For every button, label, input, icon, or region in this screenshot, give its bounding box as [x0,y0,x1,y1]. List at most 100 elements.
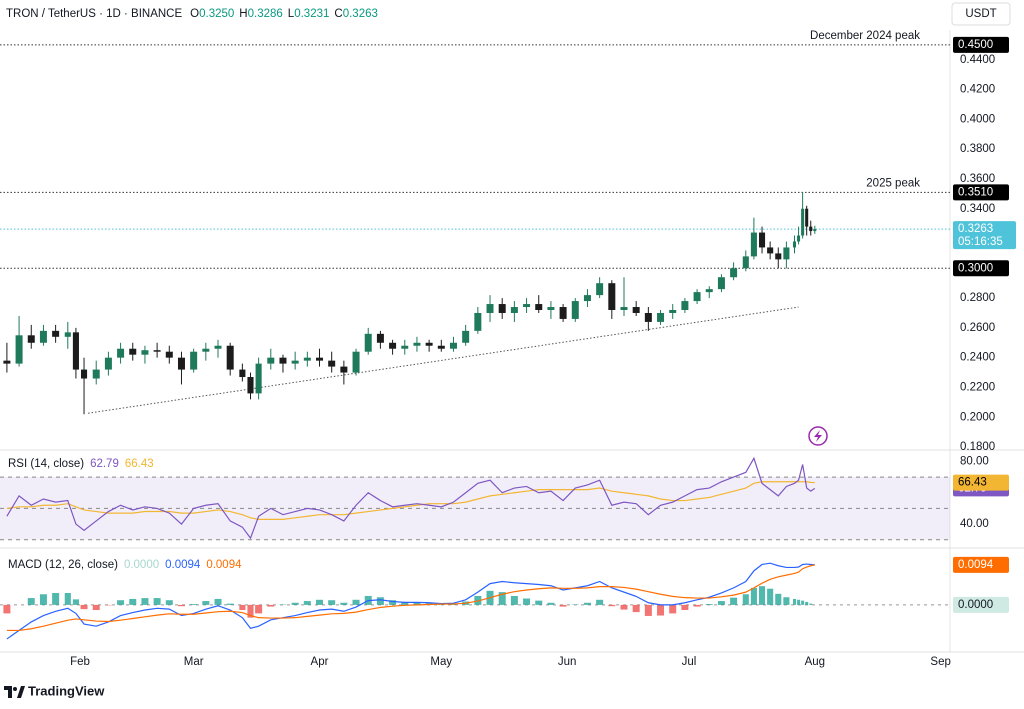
histogram-bar [389,600,397,605]
macd-badge-bg [953,556,1009,573]
candle-body [177,357,185,370]
histogram-bar [608,604,616,607]
candle-body [364,333,372,352]
histogram-bar [644,604,652,616]
candle-body [813,229,817,232]
candle-body [792,241,797,248]
y-tick-label: 0.3400 [960,203,995,215]
candle-body [775,253,782,260]
histogram-bar [792,598,797,605]
histogram-bar [64,592,71,605]
histogram-bar [247,604,254,618]
histogram-bar [767,588,774,605]
y-tick-label: 80.00 [960,455,989,467]
candle-body [437,345,445,349]
ohlc-name: H [239,8,247,20]
histogram-bar [190,604,198,605]
alert-circle[interactable] [808,426,828,446]
histogram-bar [535,600,543,605]
candle-body [401,345,409,349]
level-note: December 2024 peak [810,30,920,42]
histogram-bar [801,600,805,605]
y-tick-label: 0.3600 [960,173,995,185]
histogram-bar [758,586,766,605]
currency-label[interactable]: USDT [965,8,996,20]
candle-body [498,304,506,313]
x-tick-label: Jun [558,656,577,668]
candle-body [239,369,246,378]
rsi-badge-bg [953,474,1009,491]
histogram-bar [657,604,665,616]
logo-mark [17,686,25,698]
histogram-bar [27,598,35,605]
candle-body [583,295,591,302]
logo-mark [13,687,17,691]
candle-body [39,330,47,343]
macd-line [6,564,815,632]
candle-body [92,369,100,379]
histogram-bar [202,601,210,605]
histogram-bar [328,600,336,605]
candle-body [657,312,665,322]
histogram-bar [510,595,518,605]
y-tick-label: 0.1800 [960,441,995,453]
candle-body [413,342,421,346]
y-tick-label: 0.3800 [960,143,995,155]
candle-body [153,350,161,352]
y-tick-label: 0.4400 [960,54,995,66]
candle-body [15,335,23,364]
histogram-bar [498,592,506,605]
rsi-line [6,481,815,520]
candle-body [547,307,555,310]
last-price-badge: 0.3263 [958,223,993,235]
alert-icon[interactable] [808,426,828,446]
candle-body [644,312,652,322]
y-tick-label: 0.2400 [960,352,995,364]
ohlc-name: C [334,8,342,20]
candle-body [340,366,348,373]
histogram-bar [80,604,88,610]
histogram-bar [255,604,263,614]
histogram-bar [705,604,713,605]
histogram-bar [681,604,689,610]
y-tick-label: 40.00 [960,518,989,530]
histogram-bar [72,599,79,605]
candle-body [117,348,125,358]
candle-body [226,345,234,370]
rsi-legend: RSI (14, close) 62.79 66.43 [8,458,154,470]
candle-body [279,357,287,364]
histogram-bar [809,603,813,605]
histogram-bar [165,600,173,605]
level-badge-bg [953,260,1009,277]
candle-body [141,350,149,355]
candle-body [523,304,531,308]
candle-body [80,369,88,379]
candle-body [328,360,336,367]
x-tick-label: May [430,656,452,668]
candle-body [64,332,71,337]
level-badge-bg [953,184,1009,201]
legend-value: 0.0094 [206,559,242,571]
alert-bolt[interactable] [814,430,822,442]
candle-body [425,342,433,346]
histogram-bar [805,601,809,605]
candle-body [758,232,766,248]
ohlc-value: 0.3286 [248,8,283,20]
trendline [88,306,799,414]
candle-body [389,342,397,349]
candle-body [596,283,604,296]
legend-title: RSI (14, close) [8,458,84,470]
histogram-bar [750,587,757,605]
y-tick-label: 0.2000 [960,411,995,423]
currency-button[interactable] [951,2,1011,26]
histogram-bar [583,602,591,605]
candle-body [535,304,543,310]
candle-body [72,332,79,370]
y-tick-label: 0.4200 [960,84,995,96]
histogram-bar [117,600,125,605]
last-price-badge-bg [953,221,1016,250]
legend-value: 62.79 [90,458,119,470]
histogram-bar [291,602,299,605]
footer-logo [4,686,25,698]
histogram-bar [523,598,531,605]
